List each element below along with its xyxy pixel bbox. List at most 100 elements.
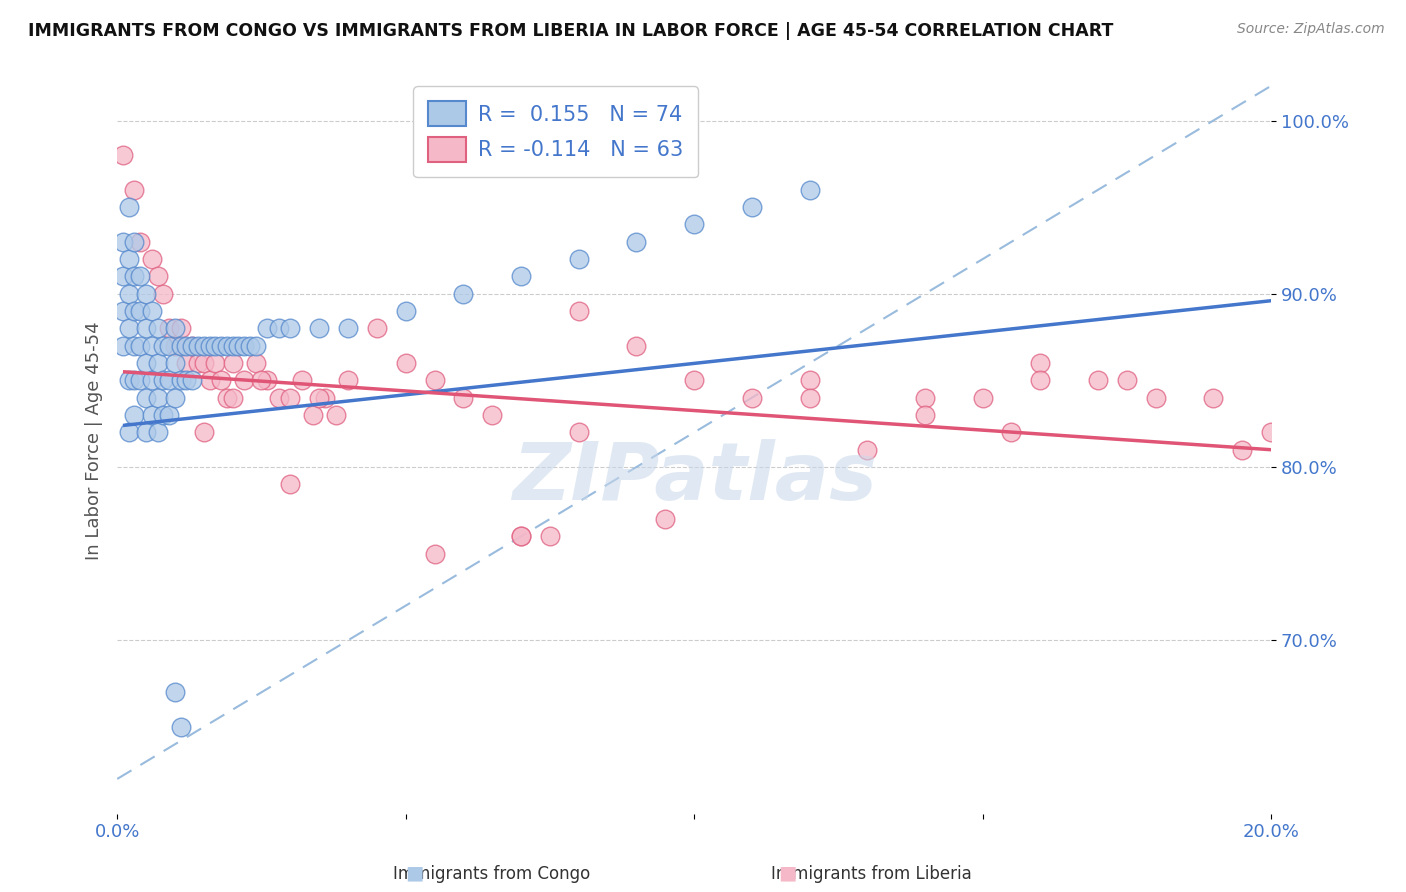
Point bbox=[626, 339, 648, 353]
Point bbox=[510, 269, 533, 284]
Point bbox=[1029, 356, 1052, 370]
Point bbox=[157, 321, 180, 335]
Point bbox=[568, 304, 591, 318]
Point bbox=[124, 269, 146, 284]
Point bbox=[228, 339, 250, 353]
Point bbox=[1232, 442, 1254, 457]
Point bbox=[538, 529, 561, 543]
Point bbox=[914, 408, 936, 422]
Point bbox=[308, 321, 330, 335]
Point bbox=[654, 512, 676, 526]
Point bbox=[146, 425, 169, 440]
Point bbox=[169, 339, 191, 353]
Point bbox=[146, 391, 169, 405]
Point bbox=[187, 356, 209, 370]
Point bbox=[118, 286, 141, 301]
Point bbox=[308, 391, 330, 405]
Point bbox=[135, 286, 157, 301]
Point bbox=[163, 321, 186, 335]
Text: ■: ■ bbox=[778, 863, 797, 882]
Point bbox=[221, 339, 243, 353]
Text: ■: ■ bbox=[405, 863, 425, 882]
Point bbox=[683, 373, 706, 387]
Point bbox=[278, 391, 301, 405]
Point bbox=[239, 339, 262, 353]
Point bbox=[157, 339, 180, 353]
Point bbox=[221, 391, 243, 405]
Point bbox=[129, 373, 152, 387]
Point bbox=[135, 356, 157, 370]
Point bbox=[209, 373, 232, 387]
Point bbox=[245, 356, 267, 370]
Point bbox=[233, 373, 256, 387]
Point bbox=[129, 235, 152, 249]
Point bbox=[152, 373, 174, 387]
Point bbox=[152, 408, 174, 422]
Point bbox=[799, 391, 821, 405]
Point bbox=[169, 373, 191, 387]
Point bbox=[135, 391, 157, 405]
Point bbox=[204, 339, 226, 353]
Point bbox=[267, 321, 290, 335]
Point bbox=[124, 373, 146, 387]
Point bbox=[124, 183, 146, 197]
Point bbox=[193, 339, 215, 353]
Text: ZIPatlas: ZIPatlas bbox=[512, 440, 877, 517]
Point bbox=[129, 269, 152, 284]
Point bbox=[799, 183, 821, 197]
Point bbox=[1087, 373, 1109, 387]
Point bbox=[118, 252, 141, 266]
Point bbox=[278, 321, 301, 335]
Point bbox=[1115, 373, 1137, 387]
Point bbox=[118, 200, 141, 214]
Point bbox=[302, 408, 325, 422]
Point bbox=[176, 339, 198, 353]
Point bbox=[124, 339, 146, 353]
Point bbox=[146, 321, 169, 335]
Point bbox=[111, 235, 134, 249]
Point bbox=[146, 356, 169, 370]
Point bbox=[481, 408, 503, 422]
Point bbox=[129, 304, 152, 318]
Point bbox=[152, 286, 174, 301]
Point bbox=[291, 373, 314, 387]
Point bbox=[423, 547, 446, 561]
Point bbox=[267, 391, 290, 405]
Point bbox=[204, 356, 226, 370]
Point bbox=[250, 373, 273, 387]
Point bbox=[198, 339, 221, 353]
Point bbox=[314, 391, 336, 405]
Point bbox=[176, 356, 198, 370]
Point bbox=[181, 339, 204, 353]
Point bbox=[626, 235, 648, 249]
Point bbox=[163, 356, 186, 370]
Point bbox=[141, 252, 163, 266]
Point bbox=[141, 304, 163, 318]
Point bbox=[1029, 373, 1052, 387]
Point bbox=[141, 408, 163, 422]
Point bbox=[146, 269, 169, 284]
Point bbox=[135, 425, 157, 440]
Point bbox=[256, 321, 278, 335]
Point bbox=[336, 321, 359, 335]
Point bbox=[856, 442, 879, 457]
Point bbox=[568, 425, 591, 440]
Point bbox=[111, 148, 134, 162]
Point bbox=[741, 200, 763, 214]
Point bbox=[1000, 425, 1022, 440]
Legend: R =  0.155   N = 74, R = -0.114   N = 63: R = 0.155 N = 74, R = -0.114 N = 63 bbox=[413, 87, 697, 177]
Point bbox=[683, 218, 706, 232]
Point bbox=[135, 321, 157, 335]
Point bbox=[163, 339, 186, 353]
Point bbox=[233, 339, 256, 353]
Point bbox=[198, 373, 221, 387]
Point bbox=[169, 720, 191, 734]
Point bbox=[193, 356, 215, 370]
Point bbox=[157, 373, 180, 387]
Point bbox=[181, 373, 204, 387]
Point bbox=[395, 356, 418, 370]
Text: IMMIGRANTS FROM CONGO VS IMMIGRANTS FROM LIBERIA IN LABOR FORCE | AGE 45-54 CORR: IMMIGRANTS FROM CONGO VS IMMIGRANTS FROM… bbox=[28, 22, 1114, 40]
Point bbox=[215, 339, 238, 353]
Point bbox=[124, 235, 146, 249]
Point bbox=[1202, 391, 1225, 405]
